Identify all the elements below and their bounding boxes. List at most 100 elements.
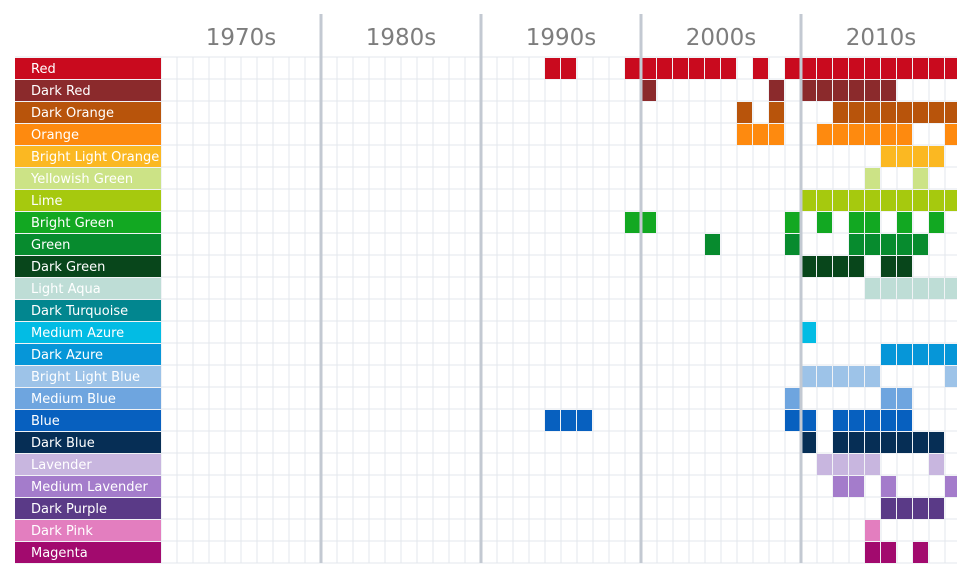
color-year-cell	[849, 124, 864, 145]
color-year-cell	[801, 366, 816, 387]
color-year-cell	[881, 498, 896, 519]
row-label: Lime	[31, 194, 63, 209]
color-year-cell	[865, 520, 880, 541]
color-year-cell	[897, 256, 912, 277]
color-year-cell	[929, 212, 944, 233]
color-year-cell	[801, 190, 816, 211]
color-year-cell	[897, 146, 912, 167]
color-year-cell	[945, 278, 957, 299]
row-label: Medium Blue	[31, 392, 116, 407]
row-label-swatch	[15, 212, 161, 233]
color-year-cell	[865, 432, 880, 453]
color-year-cell	[833, 454, 848, 475]
row-label-swatch	[15, 388, 161, 409]
color-year-cell	[817, 454, 832, 475]
row-label: Yellowish Green	[30, 172, 133, 187]
row-label-swatch	[15, 344, 161, 365]
color-year-cell	[897, 498, 912, 519]
color-year-cell	[705, 234, 720, 255]
color-year-cell	[849, 80, 864, 101]
color-year-cell	[865, 80, 880, 101]
row-label-swatch	[15, 454, 161, 475]
color-year-cell	[929, 58, 944, 79]
color-year-cell	[897, 432, 912, 453]
color-year-cell	[945, 58, 957, 79]
color-year-cell	[881, 102, 896, 123]
color-year-cell	[785, 388, 800, 409]
row-label: Medium Lavender	[31, 480, 149, 495]
row-label-swatch	[15, 300, 161, 321]
color-year-cell	[785, 410, 800, 431]
color-year-cell	[881, 234, 896, 255]
color-year-cell	[769, 124, 784, 145]
color-year-cell	[897, 124, 912, 145]
color-year-cell	[913, 168, 928, 189]
color-year-cell	[801, 432, 816, 453]
color-year-cell	[833, 366, 848, 387]
row-label: Magenta	[31, 546, 88, 561]
decade-labels: 1970s1980s1990s2000s2010s20s	[206, 25, 917, 51]
color-year-cell	[801, 410, 816, 431]
color-year-cell	[657, 58, 672, 79]
row-labels: Red Dark Red Dark Orange Orange Bright Light…	[15, 58, 161, 563]
row-label: Dark Azure	[31, 348, 103, 363]
row-label: Dark Red	[31, 84, 91, 99]
color-year-cell	[801, 256, 816, 277]
color-year-cell	[881, 542, 896, 563]
color-year-cell	[817, 256, 832, 277]
color-year-cell	[897, 278, 912, 299]
color-year-cell	[849, 190, 864, 211]
color-year-cell	[913, 432, 928, 453]
color-year-cell	[641, 212, 656, 233]
color-year-cell	[897, 234, 912, 255]
color-year-cell	[849, 256, 864, 277]
color-year-cell	[817, 190, 832, 211]
row-label-swatch	[15, 520, 161, 541]
row-label: Dark Green	[31, 260, 105, 275]
row-label: Light Aqua	[31, 282, 101, 297]
color-year-cell	[929, 498, 944, 519]
color-year-cell	[625, 212, 640, 233]
row-label: Lavender	[31, 458, 92, 473]
color-year-cell	[849, 58, 864, 79]
color-year-cell	[833, 476, 848, 497]
row-label-swatch	[15, 146, 161, 167]
color-year-cell	[817, 80, 832, 101]
color-year-cell	[929, 102, 944, 123]
color-year-cell	[913, 190, 928, 211]
color-year-cell	[881, 388, 896, 409]
row-label: Dark Orange	[31, 106, 114, 121]
color-year-cell	[817, 124, 832, 145]
color-year-cell	[897, 344, 912, 365]
color-year-cell	[577, 410, 592, 431]
color-year-cell	[865, 542, 880, 563]
color-year-cell	[865, 454, 880, 475]
color-year-cell	[881, 278, 896, 299]
color-year-cell	[929, 344, 944, 365]
color-year-cell	[913, 234, 928, 255]
color-year-cell	[913, 542, 928, 563]
color-year-cell	[641, 80, 656, 101]
color-year-cell	[945, 190, 957, 211]
color-year-cell	[945, 102, 957, 123]
color-year-cell	[881, 58, 896, 79]
decade-label: 1990s	[526, 25, 597, 51]
color-year-cells	[545, 58, 957, 563]
color-year-cell	[817, 212, 832, 233]
row-label-swatch	[15, 432, 161, 453]
decade-label: 2010s	[846, 25, 917, 51]
color-year-cell	[929, 454, 944, 475]
color-year-cell	[817, 366, 832, 387]
color-year-cell	[849, 366, 864, 387]
color-year-cell	[865, 168, 880, 189]
color-year-cell	[641, 58, 656, 79]
color-year-cell	[689, 58, 704, 79]
color-year-cell	[881, 124, 896, 145]
decade-label: 1980s	[366, 25, 437, 51]
row-label: Bright Green	[31, 216, 114, 231]
color-year-cell	[833, 256, 848, 277]
color-year-cell	[705, 58, 720, 79]
color-year-cell	[897, 58, 912, 79]
color-year-cell	[833, 410, 848, 431]
color-year-cell	[769, 102, 784, 123]
